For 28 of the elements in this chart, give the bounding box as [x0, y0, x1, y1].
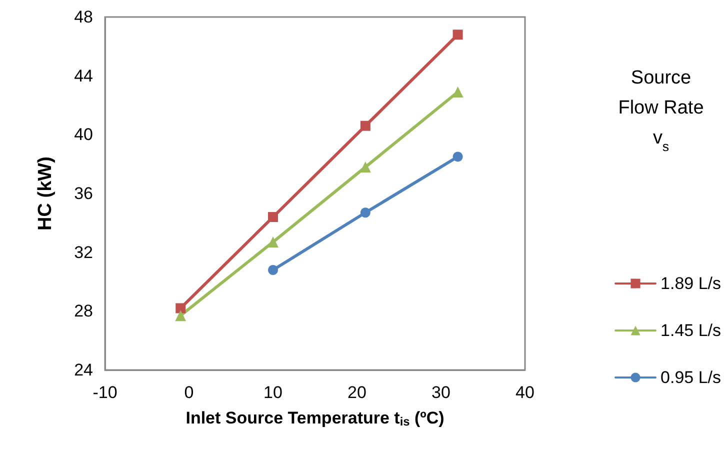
- point: [360, 162, 371, 173]
- point: [452, 30, 463, 40]
- point: [360, 208, 370, 218]
- point: [268, 264, 278, 275]
- x-tick-label: 30: [432, 383, 450, 402]
- point: [176, 303, 186, 314]
- point: [175, 310, 186, 322]
- y-tick-label: 48: [74, 8, 93, 26]
- legend-label: 1.45 L/s: [660, 321, 722, 340]
- legend-label: 1.89 L/s: [660, 274, 722, 293]
- y-axis-title: HC (kW): [35, 156, 56, 230]
- x-tick-label: -10: [92, 383, 118, 402]
- y-tick-label: 36: [74, 184, 93, 203]
- point: [268, 236, 278, 248]
- point: [268, 212, 278, 222]
- x-tick-label: 20: [348, 383, 366, 402]
- y-tick-label: 40: [74, 125, 93, 144]
- point: [452, 152, 463, 162]
- x-tick-label: 40: [516, 383, 534, 402]
- point: [360, 120, 370, 131]
- legend-label: 0.95 L/s: [660, 368, 722, 387]
- y-tick-label: 32: [74, 242, 93, 262]
- y-tick-label: 44: [74, 66, 93, 86]
- x-tick-label: 10: [264, 383, 282, 402]
- y-tick-label: 28: [74, 302, 93, 321]
- point: [452, 86, 464, 98]
- x-tick-label: 0: [184, 383, 194, 402]
- y-tick-label: 24: [74, 360, 93, 380]
